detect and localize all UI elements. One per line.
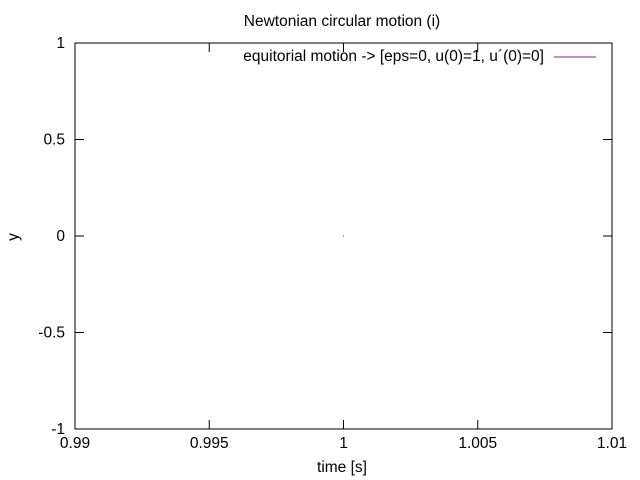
chart-title: Newtonian circular motion (i) bbox=[244, 13, 440, 30]
y-tick-label: 0 bbox=[56, 228, 65, 245]
x-tick-label: 1 bbox=[339, 435, 348, 452]
x-tick-label: 1.005 bbox=[458, 435, 497, 452]
series-point bbox=[343, 235, 344, 237]
y-tick-label: -1 bbox=[51, 421, 65, 438]
x-tick-label: 0.995 bbox=[190, 435, 229, 452]
y-axis: -1 -0.5 0 0.5 1 bbox=[38, 35, 612, 438]
y-axis-label: y bbox=[5, 233, 22, 241]
y-tick-label: 1 bbox=[56, 35, 65, 52]
x-axis-label: time [s] bbox=[317, 459, 367, 476]
x-tick-label: 1.01 bbox=[597, 435, 627, 452]
legend: equitorial motion -> [eps=0, u(0)=1, u´(… bbox=[243, 48, 596, 65]
legend-label: equitorial motion -> [eps=0, u(0)=1, u´(… bbox=[243, 48, 544, 65]
series-layer bbox=[343, 235, 344, 237]
x-tick-label: 0.99 bbox=[60, 435, 90, 452]
y-tick-label: 0.5 bbox=[43, 132, 65, 149]
x-axis: 0.99 0.995 1 1.005 1.01 bbox=[60, 43, 627, 452]
y-tick-label: -0.5 bbox=[38, 325, 65, 342]
